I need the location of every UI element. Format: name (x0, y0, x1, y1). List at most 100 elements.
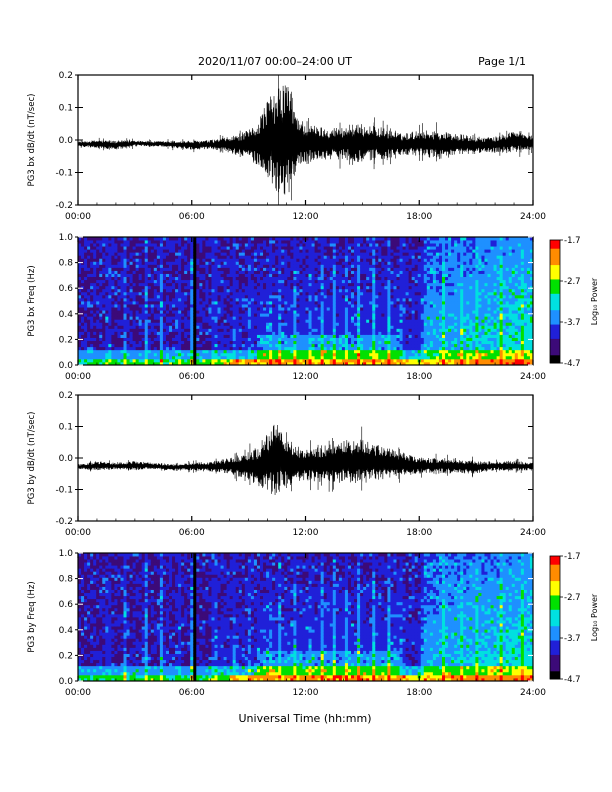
spectrogram-cell (399, 240, 403, 244)
spectrogram-cell (423, 322, 428, 326)
spectrogram-cell (96, 331, 100, 335)
spectrogram-cell (120, 285, 124, 290)
spectrogram-cell (90, 285, 94, 290)
spectrogram-cell (384, 313, 388, 317)
spectrogram-cell (381, 316, 385, 320)
spectrogram-cell (317, 288, 322, 293)
spectrogram-cell (223, 358, 228, 363)
spectrogram-cell (354, 322, 358, 326)
spectrogram-cell (263, 304, 267, 308)
spectrogram-cell (408, 334, 413, 338)
spectrogram-cell (181, 246, 185, 250)
spectrogram-cell (126, 361, 130, 366)
spectrogram-cell (363, 361, 367, 366)
spectrogram-cell (181, 310, 185, 314)
spectrogram-cell (326, 301, 331, 305)
spectrogram-cell (329, 310, 334, 314)
spectrogram-cell (354, 264, 358, 268)
spectrogram-cell (120, 301, 124, 305)
spectrogram-cell (293, 328, 297, 332)
spectrogram-cell (278, 352, 282, 357)
spectrogram-cell (405, 273, 410, 278)
spectrogram-cell (211, 255, 215, 259)
spectrogram-cell (235, 255, 240, 259)
spectrogram-cell (420, 334, 425, 338)
spectrogram-cell (256, 282, 261, 287)
spectrogram-cell (208, 313, 212, 317)
spectrogram-cell (372, 237, 376, 241)
spectrogram-cell (123, 276, 127, 281)
spectrogram-cell (175, 246, 179, 250)
spectrogram-cell (369, 255, 373, 259)
spectrogram-cell (299, 331, 303, 335)
spectrogram-cell (260, 340, 264, 345)
spectrogram-cell (317, 270, 322, 274)
spectrogram-cell (120, 270, 124, 274)
spectrogram-cell (220, 276, 224, 281)
spectrogram-cell (314, 319, 319, 323)
spectrogram-cell (354, 261, 358, 265)
spectrogram-cell (175, 249, 179, 253)
spectrogram-cell (357, 270, 361, 274)
spectrogram-cell (320, 264, 325, 268)
spectrogram-cell (141, 258, 146, 262)
spectrogram-cell (360, 237, 364, 241)
spectrogram-cell (120, 294, 124, 299)
spectrogram-cell (393, 270, 397, 274)
spectrogram-cell (223, 334, 228, 338)
spectrogram-cell (223, 294, 228, 299)
spectrogram-cell (187, 361, 191, 366)
spectrogram-cell (132, 258, 137, 262)
spectrogram-cell (272, 337, 276, 342)
spectrogram-cell (323, 264, 328, 268)
spectrogram-cell (217, 331, 221, 335)
spectrogram-cell (114, 282, 118, 287)
spectrogram-cell (341, 255, 346, 259)
spectrogram-cell (411, 255, 416, 259)
spectrogram-cell (235, 264, 240, 268)
spectrogram-cell (311, 294, 315, 299)
spectrogram-cell (326, 282, 331, 287)
spectrogram-cell (232, 285, 237, 290)
spectrogram-cell (202, 346, 206, 351)
spectrogram-cell (363, 249, 367, 253)
spectrogram-cell (205, 237, 209, 241)
spectrogram-cell (396, 346, 400, 351)
spectrogram-cell (193, 291, 197, 296)
spectrogram-cell (408, 319, 413, 323)
spectrogram-cell (390, 267, 394, 271)
spectrogram-cell (360, 246, 364, 250)
spectrogram-cell (272, 346, 276, 351)
spectrogram-cell (244, 313, 249, 317)
spectrogram-cell (235, 337, 240, 342)
spectrogram-cell (332, 297, 337, 302)
spectrogram-cell (338, 355, 343, 360)
spectrogram-cell (341, 249, 346, 253)
spectrogram-cell (332, 313, 337, 317)
spectrogram-cell (381, 258, 385, 262)
spectrogram-cell (247, 349, 252, 354)
spectrogram-cell (211, 297, 215, 302)
spectrogram-cell (329, 270, 334, 274)
spectrogram-cell (317, 276, 322, 281)
spectrogram-cell (96, 304, 100, 308)
spectrogram-cell (202, 343, 206, 348)
spectrogram-cell (205, 261, 209, 265)
spectrogram-cell (90, 319, 94, 323)
spectrogram-cell (326, 252, 331, 256)
spectrogram-cell (393, 264, 397, 268)
spectrogram-cell (238, 258, 243, 262)
spectrogram-cell (153, 301, 158, 305)
spectrogram-cell (226, 301, 231, 305)
spectrogram-cell (281, 252, 285, 256)
spectrogram-cell (426, 358, 431, 363)
spectrogram-cell (366, 304, 370, 308)
spectrogram-cell (205, 240, 209, 244)
spectrogram-cell (108, 297, 112, 302)
spectrogram-cell (138, 243, 143, 247)
spectrogram-cell (338, 301, 343, 305)
spectrogram-cell (141, 337, 146, 342)
spectrogram-cell (344, 276, 349, 281)
spectrogram-cell (99, 331, 103, 335)
spectrogram-cell (357, 322, 361, 326)
